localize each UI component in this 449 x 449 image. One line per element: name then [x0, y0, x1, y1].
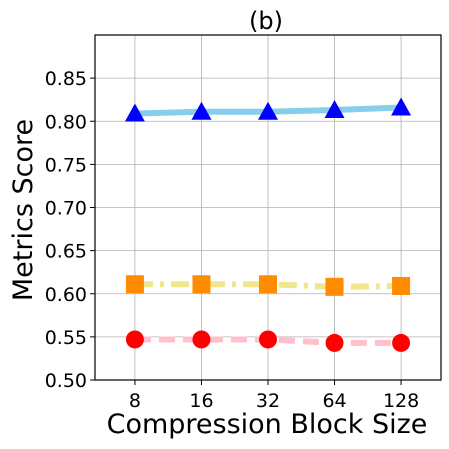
plot-frame: [94, 34, 442, 381]
data-point-square: [192, 275, 211, 294]
x-tick-label: 32: [256, 390, 280, 412]
y-tick-label: 0.70: [45, 198, 87, 220]
data-point-square: [259, 275, 277, 294]
series-group: [124, 97, 412, 352]
y-tick-label: 0.80: [45, 111, 87, 133]
x-tick-label: 8: [129, 390, 141, 412]
grid: [95, 35, 441, 381]
chart-title: (b): [249, 7, 283, 35]
data-point-square: [325, 277, 344, 296]
data-point-triangle: [324, 100, 345, 119]
y-tick-label: 0.75: [45, 154, 87, 176]
y-tick-label: 0.85: [45, 68, 87, 90]
x-tick-label: 64: [322, 390, 346, 412]
data-point-triangle: [391, 97, 412, 116]
data-point-square: [125, 275, 144, 294]
data-point-triangle: [258, 101, 278, 120]
y-tick-label: 0.50: [45, 370, 87, 392]
data-point-square: [392, 276, 411, 295]
series: [124, 97, 412, 122]
data-point-circle: [325, 333, 344, 352]
y-tick-label: 0.55: [45, 327, 87, 349]
series: [125, 330, 411, 352]
x-tick-label: 128: [383, 390, 419, 412]
data-point-triangle: [124, 103, 145, 122]
y-tick-label: 0.65: [45, 241, 87, 263]
data-point-triangle: [191, 101, 212, 120]
data-point-circle: [125, 330, 144, 349]
data-point-circle: [259, 330, 277, 349]
y-tick-label: 0.60: [45, 284, 87, 306]
data-point-circle: [192, 330, 211, 349]
series: [125, 275, 411, 296]
x-axis-label: Compression Block Size: [107, 409, 428, 440]
tick-labels: 8 16 32 64 128 0.50 0.55 0.60 0.65 0.70 0.75 0.80 0.…: [45, 68, 420, 412]
x-tick-label: 16: [189, 390, 213, 412]
y-axis-label: Metrics Score: [8, 119, 39, 301]
data-point-circle: [392, 333, 411, 352]
